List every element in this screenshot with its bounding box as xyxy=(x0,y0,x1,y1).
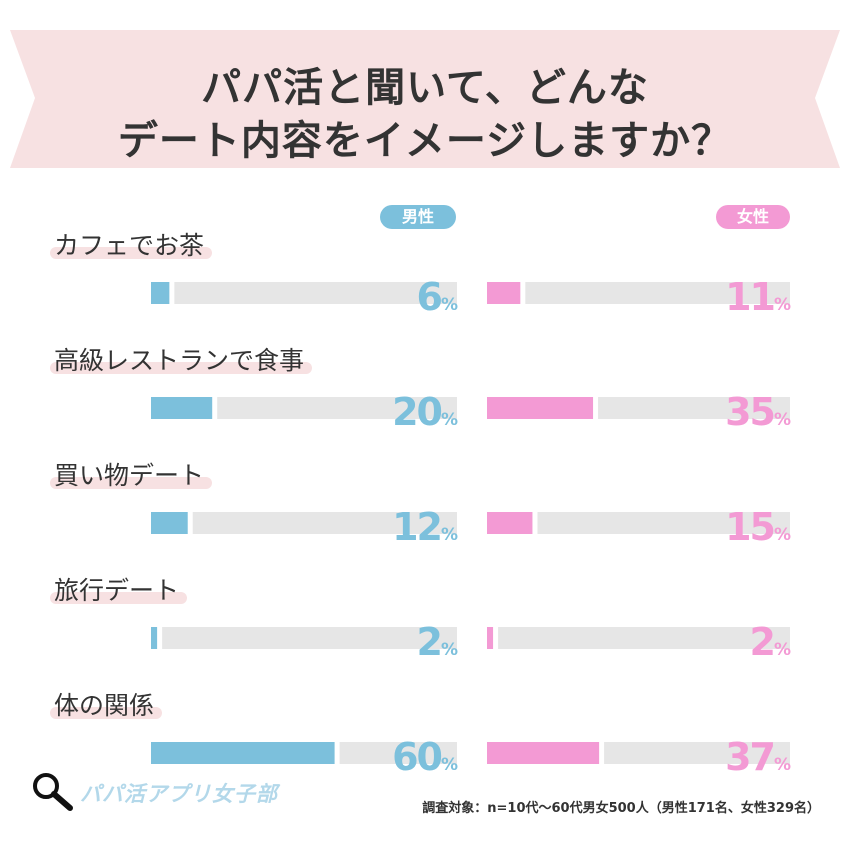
bar-track xyxy=(604,742,790,764)
value-label-female: 11% xyxy=(725,275,791,319)
bar-track xyxy=(162,627,457,649)
category-label-underline xyxy=(50,362,312,374)
bar-male xyxy=(151,627,158,649)
bar-track xyxy=(192,512,457,534)
bar-female xyxy=(487,742,600,764)
value-label-male: 20% xyxy=(392,390,458,434)
bar-male xyxy=(151,282,170,304)
bar-track xyxy=(174,282,458,304)
legend-male: 男性 xyxy=(380,205,456,229)
bar-male xyxy=(151,512,188,534)
category-label-underline xyxy=(50,247,212,259)
bar-female xyxy=(487,282,521,304)
value-label-male: 60% xyxy=(392,735,458,779)
chart-title-line-1: パパ活と聞いて、どんな xyxy=(201,65,649,111)
category-label-underline xyxy=(50,477,212,489)
category-label: 体の関係 xyxy=(54,691,154,720)
bar-male xyxy=(151,742,335,764)
logo-text: パパ活アプリ女子部 xyxy=(80,782,278,806)
bar-track xyxy=(339,742,457,764)
bar-female xyxy=(487,627,494,649)
bar-track xyxy=(598,397,790,419)
value-label-female: 15% xyxy=(725,505,791,549)
magnifier-icon xyxy=(33,773,73,811)
bar-female xyxy=(487,512,533,534)
category-label-underline xyxy=(50,707,162,719)
value-label-male: 6% xyxy=(417,275,459,319)
category-label: カフェでお茶 xyxy=(54,231,204,260)
value-label-female: 35% xyxy=(725,390,791,434)
value-label-female: 37% xyxy=(725,735,791,779)
legend-female: 女性 xyxy=(716,205,790,229)
category-label: 高級レストランで食事 xyxy=(54,346,304,375)
category-label: 買い物デート xyxy=(54,461,204,490)
category-label-underline xyxy=(50,592,187,604)
bar-track xyxy=(537,512,790,534)
bar-track xyxy=(498,627,790,649)
title-banner xyxy=(10,30,840,168)
bar-track xyxy=(525,282,790,304)
category-label: 旅行デート xyxy=(54,576,179,605)
value-label-female: 2% xyxy=(750,620,792,664)
value-label-male: 12% xyxy=(392,505,458,549)
chart-title-line-2: デート内容をイメージしますか？ xyxy=(117,118,733,164)
survey-note: 調査対象：n=10代〜60代男女500人（男性171名、女性329名） xyxy=(422,801,820,816)
bar-track xyxy=(217,397,457,419)
value-label-male: 2% xyxy=(417,620,459,664)
bar-male xyxy=(151,397,213,419)
bar-female xyxy=(487,397,594,419)
